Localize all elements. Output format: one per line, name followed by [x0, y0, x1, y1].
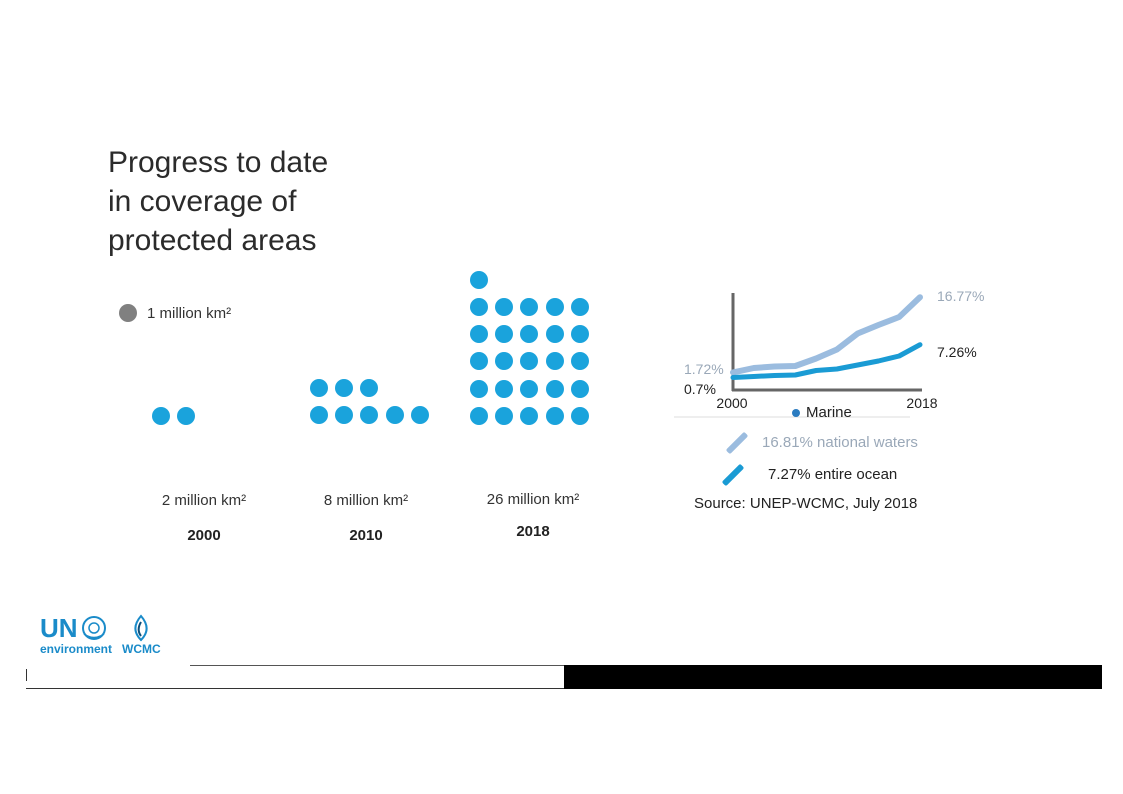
entire-ocean-label: 7.27% entire ocean [768, 466, 898, 483]
dot-2018 [520, 325, 539, 344]
dot-2000 [152, 407, 170, 425]
dot-2010 [335, 378, 354, 397]
dot-2018 [495, 352, 514, 371]
dot-2018 [570, 407, 589, 425]
unit-legend: 1 million km² [119, 304, 231, 322]
legend-national-waters: 16.81% national waters [724, 431, 918, 454]
wcmc-emblem-icon [134, 614, 148, 642]
dot-2000 [177, 407, 196, 425]
national-waters-swatch-icon [725, 431, 749, 454]
dot-2018 [495, 407, 514, 425]
x-tick-label: 2000 [716, 395, 747, 411]
footer-bottom-rule [26, 688, 564, 689]
caption-2018: 26 million km² 2018 [453, 491, 613, 540]
dot-2018 [495, 325, 514, 344]
dot-2010 [360, 406, 379, 424]
title-line-1: Progress to date [108, 146, 329, 179]
dot-2018 [470, 379, 488, 398]
line-chart: 2000 2018 1.72% 0.7% 16.77% 7.26% [674, 288, 984, 418]
unit-legend-dot [119, 304, 137, 322]
dot-2010 [310, 406, 328, 424]
dot-2018 [545, 379, 564, 398]
title-line-3: protected areas [108, 224, 317, 257]
footer-tick [26, 669, 27, 681]
title-line-2: in coverage of [108, 185, 297, 218]
dot-2010 [310, 378, 328, 397]
caption-2010: 8 million km² 2010 [286, 492, 446, 544]
area-label-2010: 8 million km² [323, 492, 409, 509]
dot-2018 [545, 325, 564, 344]
dot-2018 [470, 270, 488, 289]
year-label-2010: 2010 [349, 527, 383, 544]
dot-2018 [520, 297, 539, 316]
un-emblem-icon [81, 616, 106, 640]
dot-2018 [570, 379, 589, 398]
dot-2018 [470, 297, 488, 316]
dot-2018 [470, 407, 488, 425]
area-label-2018: 26 million km² [486, 491, 580, 508]
dot-2010 [410, 406, 429, 424]
dot-2018 [520, 379, 539, 398]
dot-2010 [360, 378, 379, 397]
marine-dot-icon [792, 408, 800, 417]
dot-2018 [495, 297, 514, 316]
un-environment-logo: UN environment WCMC [40, 614, 161, 656]
logo-un-text: UN [40, 613, 78, 643]
page-title: Progress to date in coverage of protecte… [108, 143, 408, 260]
caption-2000: 2 million km² 2000 [124, 492, 284, 544]
series-ocean-start-label: 0.7% [684, 381, 716, 397]
logo-environment-text: environment [40, 642, 113, 656]
year-label-2018: 2018 [516, 523, 550, 540]
source-note: Source: UNEP-WCMC, July 2018 [694, 495, 918, 512]
dot-2018 [520, 407, 539, 425]
marine-legend: Marine [792, 404, 852, 421]
entire-ocean-swatch-icon [721, 463, 745, 486]
dot-2018 [545, 407, 564, 425]
year-label-2000: 2000 [187, 527, 221, 544]
dot-2010 [335, 406, 354, 424]
unit-legend-label: 1 million km² [147, 304, 232, 322]
dot-2018 [470, 325, 488, 344]
marine-label: Marine [806, 404, 852, 421]
dot-2018 [545, 352, 564, 371]
national-waters-label: 16.81% national waters [762, 434, 918, 451]
dot-2010 [385, 406, 404, 424]
series-national-start-label: 1.72% [684, 361, 724, 377]
footer-bar [564, 665, 1102, 689]
x-tick-label: 2018 [906, 395, 937, 411]
dot-2018 [545, 297, 564, 316]
area-label-2000: 2 million km² [161, 492, 247, 509]
legend-entire-ocean: 7.27% entire ocean [720, 463, 898, 486]
dot-2018 [470, 352, 488, 371]
dot-2018 [495, 379, 514, 398]
series-entire-ocean-line [730, 342, 923, 380]
series-national-waters-line [730, 294, 923, 376]
series-national-end-label: 16.77% [937, 288, 984, 304]
logo-wcmc-text: WCMC [122, 642, 161, 656]
dot-2018 [570, 297, 589, 316]
dot-2018 [570, 325, 589, 344]
dot-2018 [570, 352, 589, 371]
footer-top-rule [190, 665, 564, 666]
dot-2018 [520, 352, 539, 371]
series-ocean-end-label: 7.26% [937, 344, 977, 360]
